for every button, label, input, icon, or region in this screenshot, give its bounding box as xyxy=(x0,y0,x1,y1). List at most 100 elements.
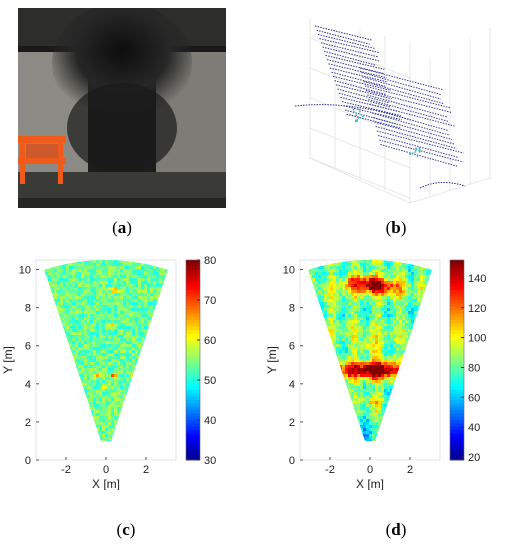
heatmap-cell xyxy=(342,350,346,354)
heatmap-cell xyxy=(129,329,133,333)
heatmap-cell xyxy=(360,326,364,330)
heatmap-cell xyxy=(90,281,94,285)
heatmap-cell xyxy=(84,284,88,288)
heatmap-cell xyxy=(315,275,319,279)
heatmap-cell xyxy=(69,320,73,324)
heatmap-cell xyxy=(417,305,421,309)
heatmap-cell xyxy=(405,335,409,339)
heatmap-cell xyxy=(90,407,94,411)
heatmap-cell xyxy=(357,293,361,297)
heatmap-cell xyxy=(135,296,139,300)
heatmap-cell xyxy=(108,428,112,432)
heatmap-cell xyxy=(414,281,418,285)
heatmap-cell xyxy=(126,368,130,372)
heatmap-cell xyxy=(114,395,118,399)
heatmap-cell xyxy=(105,371,109,375)
heatmap-cell xyxy=(339,356,343,360)
heatmap-cell xyxy=(324,296,328,300)
heatmap-cell xyxy=(93,341,97,345)
heatmap-cell xyxy=(378,299,382,303)
heatmap-cell xyxy=(78,263,82,267)
heatmap-cell xyxy=(105,419,109,423)
heatmap-cell xyxy=(384,275,388,279)
heatmap-cell xyxy=(81,260,85,264)
heatmap-cell xyxy=(387,299,391,303)
heatmap-cell xyxy=(114,311,118,315)
heatmap-cell xyxy=(153,275,157,279)
heatmap-cell xyxy=(414,266,418,270)
scan-line xyxy=(377,135,459,158)
heatmap-cell xyxy=(99,398,103,402)
heatmap-cell xyxy=(318,296,322,300)
heatmap-cell xyxy=(147,272,151,276)
heatmap-cell xyxy=(375,347,379,351)
heatmap-cell xyxy=(123,335,127,339)
heatmap-cell xyxy=(138,323,142,327)
heatmap-cell xyxy=(108,284,112,288)
heatmap-cell xyxy=(420,290,424,294)
heatmap-cell xyxy=(405,299,409,303)
heatmap-cell xyxy=(102,308,106,312)
heatmap-cell xyxy=(84,362,88,366)
heatmap-cell xyxy=(69,293,73,297)
colorbar-segment xyxy=(186,266,200,271)
heatmap-cell xyxy=(72,356,76,360)
heatmap-cell xyxy=(111,293,115,297)
heatmap-cell xyxy=(324,308,328,312)
heatmap-cell xyxy=(387,350,391,354)
heatmap-cell xyxy=(354,314,358,318)
heatmap-cell xyxy=(75,311,79,315)
heatmap-cell xyxy=(321,308,325,312)
heatmap-cell xyxy=(120,404,124,408)
heatmap-cell xyxy=(78,326,82,330)
heatmap-cell xyxy=(93,329,97,333)
heatmap-cell xyxy=(336,350,340,354)
heatmap-cell xyxy=(336,314,340,318)
heatmap-cell xyxy=(378,347,382,351)
heatmap-cell xyxy=(120,383,124,387)
heatmap-cell xyxy=(345,266,349,270)
colorbar-segment xyxy=(186,396,200,401)
heatmap-cell xyxy=(72,317,76,321)
heatmap-cell xyxy=(102,413,106,417)
heatmap-cell xyxy=(129,374,133,378)
heatmap-cell xyxy=(123,368,127,372)
heatmap-cell xyxy=(78,290,82,294)
heatmap-cell xyxy=(120,395,124,399)
heatmap-cell xyxy=(330,329,334,333)
heatmap-cell xyxy=(381,359,385,363)
heatmap-cell xyxy=(321,311,325,315)
heatmap-cell xyxy=(99,413,103,417)
heatmap-cell xyxy=(333,278,337,282)
heatmap-cell xyxy=(411,284,415,288)
heatmap-cell xyxy=(387,332,391,336)
heatmap-cell xyxy=(141,305,145,309)
heatmap-cell xyxy=(414,290,418,294)
heatmap-cell xyxy=(108,386,112,390)
heatmap-cell xyxy=(105,278,109,282)
heatmap-cell xyxy=(372,317,376,321)
heatmap-cell xyxy=(312,275,316,279)
heatmap-cell xyxy=(390,284,394,288)
heatmap-cell xyxy=(120,275,124,279)
heatmap-cell xyxy=(354,320,358,324)
heatmap-cell xyxy=(369,308,373,312)
heatmap-cell xyxy=(342,323,346,327)
heatmap-cell xyxy=(342,341,346,345)
heatmap-cell xyxy=(117,335,121,339)
heatmap-cell xyxy=(126,314,130,318)
heatmap-cell xyxy=(330,311,334,315)
heatmap-cell xyxy=(366,305,370,309)
colorbar-segment xyxy=(186,283,200,288)
heatmap-cell xyxy=(102,326,106,330)
heatmap-cell xyxy=(108,413,112,417)
heatmap-cell xyxy=(387,338,391,342)
heatmap-cell xyxy=(321,296,325,300)
heatmap-cell xyxy=(144,299,148,303)
heatmap-cell xyxy=(126,299,130,303)
heatmap-cell xyxy=(384,338,388,342)
heatmap-cell xyxy=(117,356,121,360)
heatmap-cell xyxy=(129,308,133,312)
heatmap-cell xyxy=(138,299,142,303)
scan-line xyxy=(322,46,380,62)
